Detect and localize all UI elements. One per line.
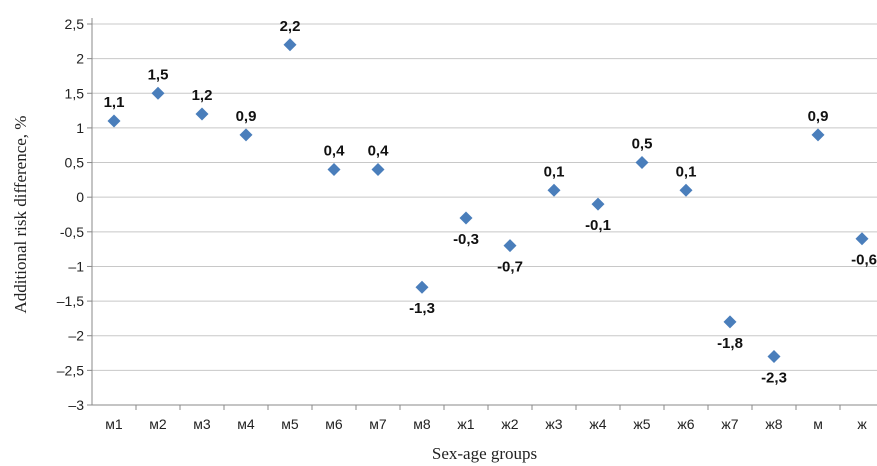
data-point-marker: [767, 350, 781, 364]
data-point-marker: [855, 232, 869, 246]
data-point-marker: [503, 239, 517, 253]
data-label: -0,1: [585, 217, 611, 234]
x-tick-label: ж8: [765, 416, 782, 432]
x-tick-label: м6: [325, 416, 343, 432]
data-point-marker: [635, 156, 649, 170]
x-tick-label: м5: [281, 416, 299, 432]
data-label: 0,9: [808, 108, 829, 125]
axes: [87, 18, 877, 410]
x-tick-label: ж: [857, 416, 867, 432]
x-tick-label: ж1: [457, 416, 474, 432]
data-point-marker: [283, 38, 297, 52]
data-point-marker: [679, 183, 693, 197]
y-tick-label: 2: [76, 51, 84, 67]
x-tick-label: м1: [105, 416, 123, 432]
data-point-marker: [723, 315, 737, 329]
y-tick-label: -0,5: [60, 224, 84, 240]
y-tick-label: 0,5: [65, 155, 85, 171]
data-label: 0,5: [632, 136, 653, 153]
y-tick-label: 0: [76, 189, 84, 205]
data-label: 2,2: [280, 18, 301, 35]
x-axis-title: Sex-age groups: [432, 444, 537, 463]
x-tick-label: м3: [193, 416, 211, 432]
data-point-marker: [239, 128, 253, 142]
data-point-marker: [811, 128, 825, 142]
y-tick-label: 1,5: [65, 85, 85, 101]
y-tick-label: –3: [68, 397, 84, 413]
gridlines: [92, 23, 877, 406]
y-axis-title: Additional risk difference, %: [11, 116, 30, 314]
data-label: 1,1: [104, 94, 125, 111]
data-label: 1,2: [192, 87, 213, 104]
x-tick-label: м8: [413, 416, 431, 432]
x-tick-label: м7: [369, 416, 387, 432]
data-label: -0,7: [497, 259, 523, 276]
data-label: 1,5: [148, 66, 169, 83]
y-tick-label: –2,5: [57, 362, 84, 378]
x-tick-label: ж5: [633, 416, 650, 432]
x-tick-label: ж7: [721, 416, 738, 432]
data-labels: 1,1 1,5 1,2 0,9 2,2 0,4 0,4 -1,3 -0,3 -0,7 0,1 -0,1…: [104, 18, 877, 387]
data-label: 0,1: [676, 163, 697, 180]
data-label: 0,9: [236, 108, 257, 125]
x-tick-label: ж4: [589, 416, 606, 432]
data-label: -1,3: [409, 300, 435, 317]
data-label: 0,4: [368, 142, 390, 159]
x-tick-label: м4: [237, 416, 255, 432]
data-point-marker: [327, 162, 341, 176]
x-tick-label: м: [813, 416, 823, 432]
data-label: 0,4: [324, 142, 346, 159]
data-label: -2,3: [761, 370, 787, 387]
data-point-marker: [107, 114, 121, 128]
y-tick-label: –1,5: [57, 293, 84, 309]
y-tick-label: 2,5: [65, 16, 85, 32]
data-label: -0,6: [851, 252, 877, 269]
data-point-marker: [547, 183, 561, 197]
x-axis-tick-labels: м1 м2 м3 м4 м5 м6 м7 м8 ж1 ж2 ж3 ж4 ж5 ж6 ж7 ж8 м ж: [105, 416, 867, 432]
y-tick-label: 1: [76, 120, 84, 136]
data-label: -0,3: [453, 231, 479, 248]
x-tick-label: ж6: [677, 416, 694, 432]
data-point-marker: [151, 86, 165, 100]
data-point-marker: [591, 197, 605, 211]
x-tick-label: ж3: [545, 416, 562, 432]
data-point-marker: [371, 162, 385, 176]
data-label: 0,1: [544, 163, 565, 180]
y-tick-label: –1: [68, 258, 84, 274]
data-point-marker: [195, 107, 209, 121]
y-tick-label: –2: [68, 328, 84, 344]
data-points: [107, 38, 869, 364]
x-tick-label: ж2: [501, 416, 518, 432]
x-tick-label: м2: [149, 416, 167, 432]
data-label: -1,8: [717, 335, 743, 352]
data-point-marker: [415, 280, 429, 294]
y-axis-tick-labels: 2,5 2 1,5 1 0,5 0 -0,5 –1 –1,5 –2 –2,5 –3: [57, 16, 84, 413]
data-point-marker: [459, 211, 473, 225]
